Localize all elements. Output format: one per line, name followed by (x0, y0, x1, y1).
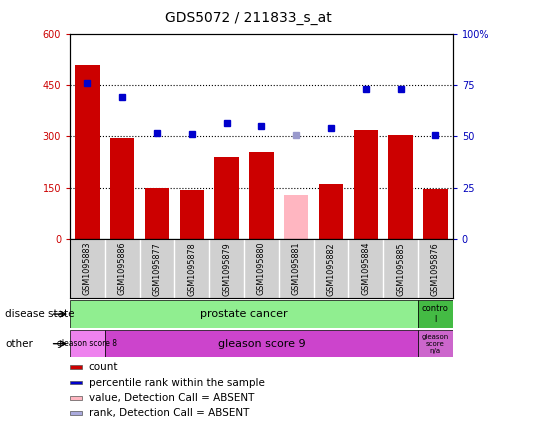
Bar (145, 188, 169, 239)
Text: contro
l: contro l (422, 305, 449, 324)
Text: disease state: disease state (5, 309, 75, 319)
Text: GSM1095880: GSM1095880 (257, 242, 266, 295)
Text: value, Detection Call = ABSENT: value, Detection Call = ABSENT (89, 393, 254, 403)
Bar (354, 130, 378, 239)
Text: count: count (89, 362, 119, 372)
Text: gleason score 8: gleason score 8 (58, 339, 118, 348)
Text: percentile rank within the sample: percentile rank within the sample (89, 378, 265, 387)
Text: GSM1095882: GSM1095882 (327, 242, 335, 296)
Text: gleason score 9: gleason score 9 (218, 339, 305, 349)
Text: GSM1095878: GSM1095878 (188, 242, 196, 296)
Bar (70, 396, 82, 400)
Text: GSM1095884: GSM1095884 (361, 242, 370, 295)
Bar (249, 152, 274, 239)
Text: GSM1095877: GSM1095877 (153, 242, 162, 296)
Text: GSM1095886: GSM1095886 (118, 242, 127, 295)
Text: GSM1095876: GSM1095876 (431, 242, 440, 296)
Text: other: other (5, 339, 33, 349)
Bar (75, 65, 100, 239)
Text: GSM1095879: GSM1095879 (222, 242, 231, 296)
Bar (179, 190, 204, 239)
Bar (70, 381, 82, 385)
Text: GDS5072 / 211833_s_at: GDS5072 / 211833_s_at (164, 11, 331, 25)
Bar (215, 157, 239, 239)
Text: prostate cancer: prostate cancer (200, 309, 288, 319)
Bar (423, 190, 447, 239)
Bar (319, 184, 343, 239)
Bar (70, 412, 82, 415)
Bar (110, 138, 134, 239)
Text: GSM1095881: GSM1095881 (292, 242, 301, 295)
Text: rank, Detection Call = ABSENT: rank, Detection Call = ABSENT (89, 408, 249, 418)
Text: GSM1095885: GSM1095885 (396, 242, 405, 296)
Text: GSM1095883: GSM1095883 (83, 242, 92, 295)
Bar (284, 195, 308, 239)
Bar (105, 330, 418, 357)
Text: gleason
score
n/a: gleason score n/a (421, 334, 449, 354)
Bar (389, 135, 413, 239)
Bar (418, 300, 453, 328)
Bar (70, 365, 82, 369)
Bar (418, 330, 453, 357)
Bar (70, 330, 105, 357)
